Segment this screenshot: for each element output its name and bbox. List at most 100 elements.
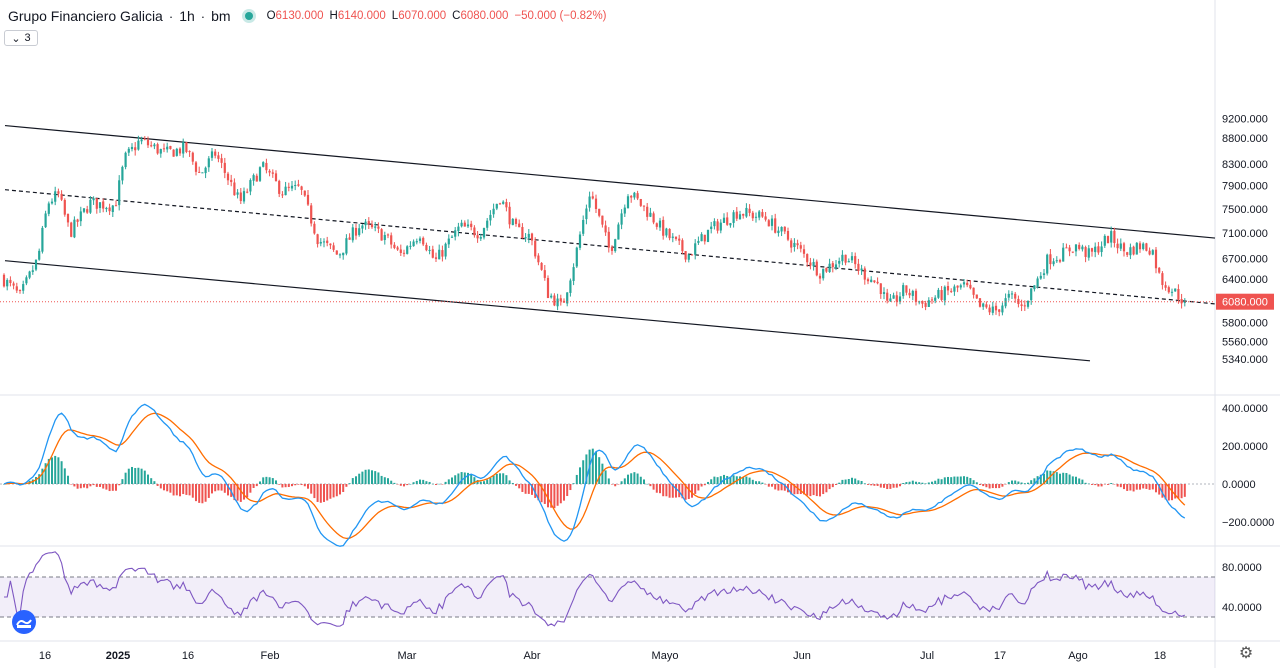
candle-body	[34, 259, 38, 270]
macd-histogram-bar	[131, 466, 133, 484]
macd-histogram-bar	[790, 484, 793, 495]
macd-histogram-bar	[537, 484, 540, 501]
macd-histogram-bar	[863, 483, 866, 484]
candle-body	[297, 184, 300, 186]
candle-body	[1145, 243, 1148, 251]
macd-histogram-bar	[643, 479, 645, 484]
candle-body	[300, 186, 303, 190]
candle-body	[1129, 247, 1132, 256]
macd-histogram-bar	[143, 470, 146, 484]
candle-body	[1081, 246, 1084, 250]
macd-histogram-bar	[364, 469, 367, 484]
macd-histogram-bar	[534, 484, 537, 498]
candle-body	[140, 139, 143, 142]
macd-histogram-bar	[297, 484, 300, 485]
candle-body	[588, 196, 591, 208]
macd-histogram-bar	[687, 484, 690, 499]
candle-body	[722, 217, 726, 223]
candle-body	[777, 230, 780, 234]
candle-body	[962, 282, 966, 285]
last-price-label: 6080.000	[1222, 297, 1268, 309]
candle-body	[886, 292, 889, 301]
candle-body	[431, 249, 434, 258]
macd-histogram-bar	[1046, 470, 1049, 484]
candle-body	[783, 226, 786, 232]
candle-body	[463, 222, 466, 227]
macd-histogram-bar	[755, 481, 757, 484]
macd-histogram-bar	[764, 484, 767, 485]
time-tick-label: Jul	[920, 650, 934, 662]
candle-body	[242, 191, 246, 202]
candle-body	[982, 303, 985, 307]
candle-body	[1119, 243, 1122, 249]
macd-histogram-bar	[473, 477, 476, 484]
interval-label[interactable]: 1h	[179, 8, 195, 24]
macd-histogram-bar	[1139, 484, 1141, 490]
candle-body	[610, 247, 614, 251]
candle-body	[41, 227, 44, 252]
macd-histogram-bar	[1081, 479, 1084, 484]
time-tick-label: Abr	[523, 650, 540, 662]
macd-histogram-bar	[716, 477, 719, 484]
macd-histogram-bar	[886, 484, 889, 490]
macd-histogram-bar	[195, 484, 197, 502]
candle-body	[710, 226, 713, 230]
candle-body	[1100, 246, 1103, 253]
macd-histogram-bar	[1004, 484, 1007, 485]
candle-body	[159, 149, 162, 154]
macd-histogram-bar	[1151, 484, 1154, 490]
collapse-indicators-button[interactable]: ⌄ 3	[4, 30, 38, 46]
macd-histogram-bar	[207, 484, 210, 498]
candle-body	[866, 279, 870, 282]
candle-body	[690, 254, 694, 256]
symbol-name[interactable]: Grupo Financiero Galicia	[8, 8, 163, 24]
rsi-tick-label: 80.0000	[1222, 562, 1262, 574]
candle-body	[1074, 244, 1078, 252]
candle-body	[198, 171, 201, 173]
macd-histogram-bar	[451, 477, 453, 484]
time-tick-label: Mayo	[652, 650, 679, 662]
candle-body	[1058, 260, 1062, 262]
candle-body	[1046, 254, 1049, 274]
candle-body	[799, 245, 802, 249]
macd-histogram-bar	[409, 483, 412, 485]
channel-lower-line	[4, 260, 1091, 362]
macd-histogram-bar	[771, 484, 773, 487]
macd-histogram-bar	[70, 484, 73, 485]
candle-body	[233, 182, 236, 196]
market-status-icon[interactable]	[244, 12, 253, 20]
macd-histogram-bar	[265, 476, 268, 484]
macd-histogram-bar	[1161, 484, 1164, 498]
macd-histogram-bar	[1145, 484, 1148, 489]
macd-histogram-bar	[303, 484, 306, 487]
macd-histogram-bar	[1110, 483, 1113, 484]
macd-histogram-bar	[531, 484, 533, 495]
candle-body	[630, 195, 633, 198]
tradingview-logo-icon[interactable]	[12, 610, 36, 634]
macd-histogram-bar	[742, 477, 745, 484]
macd-histogram-bar	[291, 484, 293, 487]
macd-histogram-bar	[467, 472, 469, 484]
macd-histogram-bar	[1094, 484, 1097, 486]
low-value: 6070.000	[398, 10, 447, 22]
candle-body	[92, 198, 95, 201]
candle-body	[1148, 250, 1151, 255]
candle-body	[1158, 267, 1161, 273]
macd-histogram-bar	[729, 476, 732, 484]
candle-body	[201, 172, 204, 174]
candle-body	[313, 223, 316, 234]
macd-histogram-bar	[630, 473, 633, 484]
candle-body	[857, 263, 860, 271]
gear-icon[interactable]: ⚙	[1238, 645, 1254, 662]
candle-body	[50, 201, 54, 204]
macd-histogram-bar	[441, 484, 444, 485]
macd-histogram-bar	[572, 483, 575, 484]
candle-body	[348, 237, 351, 240]
macd-histogram-bar	[92, 484, 95, 486]
candle-body	[479, 237, 482, 239]
candle-body	[1033, 285, 1036, 290]
candle-body	[1087, 248, 1090, 258]
rsi-line	[4, 551, 1186, 627]
candle-body	[876, 281, 879, 284]
candle-body	[15, 286, 18, 291]
